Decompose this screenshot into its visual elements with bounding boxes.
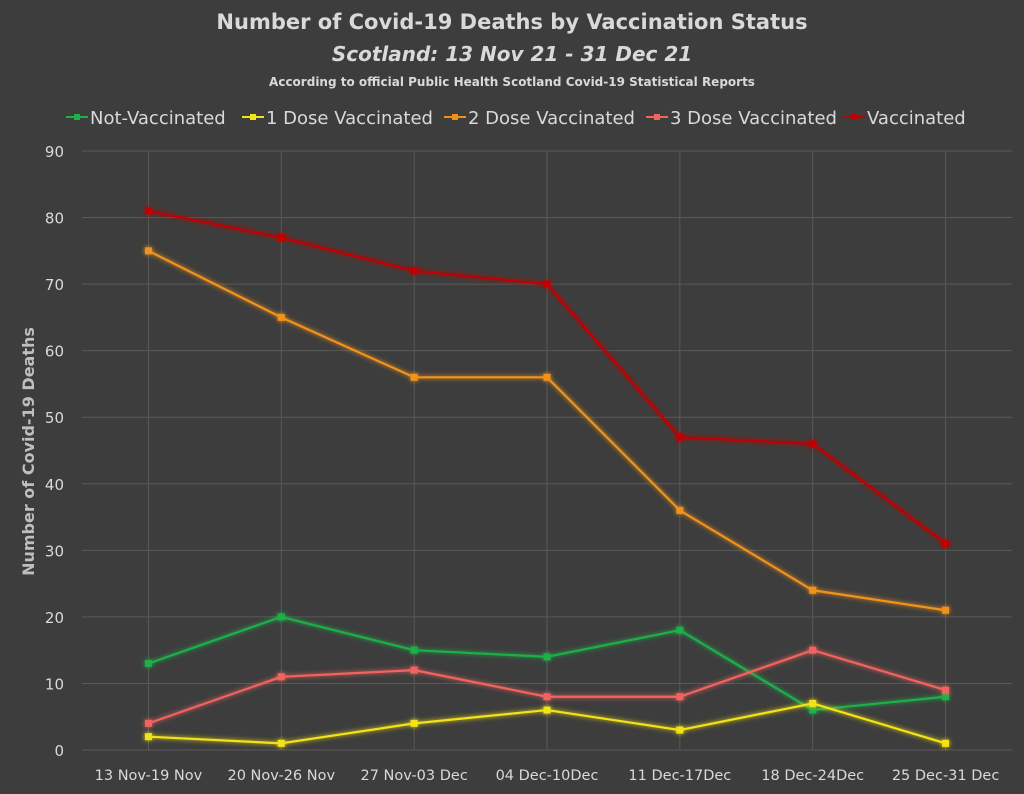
y-tick-label: 40: [45, 476, 64, 494]
legend-item: 2 Dose Vaccinated: [444, 108, 635, 129]
chart-subtitle: Scotland: 13 Nov 21 - 31 Dec 21: [331, 42, 693, 66]
y-tick-label: 20: [45, 609, 64, 627]
legend-label: 1 Dose Vaccinated: [266, 108, 433, 129]
y-tick-label: 70: [45, 276, 64, 294]
data-point: [543, 280, 551, 288]
legend-item: Vaccinated: [843, 108, 966, 129]
data-point: [809, 440, 817, 448]
legend-label: Vaccinated: [867, 108, 966, 129]
data-point: [410, 666, 418, 674]
data-point: [809, 646, 817, 654]
data-point: [144, 247, 152, 255]
data-point: [809, 699, 817, 707]
data-point: [942, 739, 950, 747]
x-tick-label: 13 Nov-19 Nov: [95, 768, 203, 784]
legend-item: Not-Vaccinated: [66, 108, 226, 129]
data-point: [676, 693, 684, 701]
legend-swatch-marker: [654, 114, 660, 120]
data-point: [543, 653, 551, 661]
legend-swatch-marker: [74, 114, 80, 120]
data-point: [277, 613, 285, 621]
series-not-vaccinated: [144, 613, 950, 714]
data-point: [277, 234, 285, 242]
data-point: [277, 313, 285, 321]
series-1-dose-vaccinated: [144, 699, 950, 747]
data-point: [676, 433, 684, 441]
x-tick-label: 11 Dec-17Dec: [628, 768, 731, 784]
data-point: [809, 586, 817, 594]
series-3-dose-vaccinated: [144, 646, 950, 727]
data-point: [410, 373, 418, 381]
legend-swatch-marker: [851, 114, 857, 120]
x-tick-label: 20 Nov-26 Nov: [228, 768, 336, 784]
y-tick-label: 90: [45, 143, 64, 161]
data-point: [543, 693, 551, 701]
data-point: [942, 606, 950, 614]
data-point: [676, 506, 684, 514]
y-tick-label: 80: [45, 210, 64, 228]
x-tick-label: 27 Nov-03 Dec: [360, 768, 467, 784]
y-tick-label: 30: [45, 542, 64, 560]
legend-label: 2 Dose Vaccinated: [468, 108, 635, 129]
data-point: [543, 706, 551, 714]
series-vaccinated: [144, 207, 950, 548]
data-point: [942, 540, 950, 548]
x-tick-label: 18 Dec-24Dec: [761, 768, 864, 784]
legend-label: Not-Vaccinated: [90, 108, 226, 129]
data-point: [144, 719, 152, 727]
y-tick-label: 0: [54, 742, 64, 760]
data-point: [144, 659, 152, 667]
data-point: [144, 733, 152, 741]
y-tick-label: 10: [45, 675, 64, 693]
data-point: [410, 267, 418, 275]
data-point: [277, 673, 285, 681]
legend-item: 1 Dose Vaccinated: [242, 108, 433, 129]
chart-title: Number of Covid-19 Deaths by Vaccination…: [216, 10, 808, 34]
legend-label: 3 Dose Vaccinated: [670, 108, 837, 129]
data-point: [543, 373, 551, 381]
data-point: [277, 739, 285, 747]
chart-source-note: According to official Public Health Scot…: [269, 75, 755, 89]
series-2-dose-vaccinated: [144, 247, 950, 614]
data-point: [410, 719, 418, 727]
data-point: [410, 646, 418, 654]
x-tick-label: 04 Dec-10Dec: [496, 768, 599, 784]
legend-swatch-marker: [250, 114, 256, 120]
data-point: [676, 626, 684, 634]
data-point: [144, 207, 152, 215]
data-point: [942, 686, 950, 694]
data-point: [942, 693, 950, 701]
data-point: [676, 726, 684, 734]
y-axis-label: Number of Covid-19 Deaths: [19, 327, 38, 576]
legend-swatch-marker: [452, 114, 458, 120]
x-tick-label: 25 Dec-31 Dec: [892, 768, 999, 784]
legend-item: 3 Dose Vaccinated: [646, 108, 837, 129]
y-tick-label: 60: [45, 343, 64, 361]
y-tick-label: 50: [45, 409, 64, 427]
data-point: [809, 706, 817, 714]
